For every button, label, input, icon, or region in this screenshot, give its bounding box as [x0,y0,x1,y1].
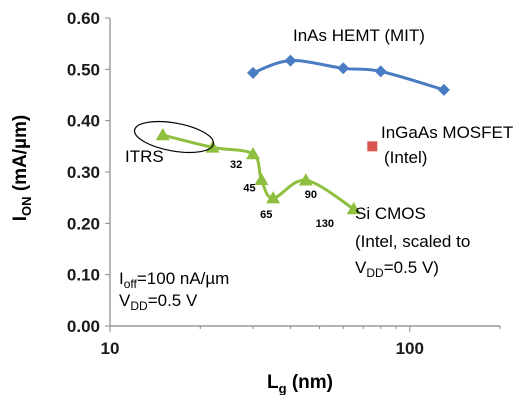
si-cmos-point [266,191,281,204]
vdd-condition: VDD=0.5 V [119,291,198,313]
y-tick-label: 0.20 [67,214,100,233]
y-tick-label: 0.00 [67,317,100,336]
si-cmos-point [346,201,361,215]
y-tick-label: 0.10 [67,266,100,285]
inas-hemt-label: InAs HEMT (MIT) [293,26,425,45]
si-cmos-label-line3: VDD=0.5 V) [355,258,439,280]
y-tick-label: 0.40 [67,112,100,131]
ingaas-mosfet-point [367,141,378,152]
ioff-condition: Ioff=100 nA/µm [119,269,229,291]
si-cmos-point [155,128,170,141]
itrs-ellipse [133,120,215,154]
si-cmos-point [246,147,261,160]
si-cmos-line [162,133,355,211]
inas-hemt-mit-point [247,66,260,79]
y-tick-label: 0.50 [67,60,100,79]
tick-labels: 0.00 0.10 0.20 0.30 0.40 0.50 0.60 10 100 [67,9,424,358]
ingaas-label-line2: (Intel) [384,148,427,167]
si-cmos-label-line1: Si CMOS [355,204,426,223]
inas-hemt-mit-point [284,54,297,67]
x-tick-label: 100 [396,339,424,358]
inas-hemt-mit-point [337,62,350,75]
si-cmos-point [254,172,269,185]
x-axis-title: Lg (nm) [267,372,333,395]
si-node-label: 45 [243,183,255,195]
si-node-label: 65 [260,209,272,221]
si-cmos-label-line2: (Intel, scaled to [355,232,470,251]
si-cmos-point [298,173,313,186]
si-node-label: 130 [316,218,334,230]
y-tick-label: 0.30 [67,163,100,182]
inas-hemt-mit-point [374,65,387,78]
x-tick-label: 10 [101,339,120,358]
si-node-label: 32 [230,159,242,171]
y-tick-label: 0.60 [67,9,100,28]
si-node-label: 90 [305,189,317,201]
inas-hemt-mit-point [437,83,450,96]
y-axis-title: ION (mA/µm) [10,115,34,221]
inas-hemt-mit-line [252,59,445,92]
ingaas-label-line1: InGaAs MOSFET [381,123,513,142]
axes [105,17,501,332]
itrs-label: ITRS [125,147,164,166]
